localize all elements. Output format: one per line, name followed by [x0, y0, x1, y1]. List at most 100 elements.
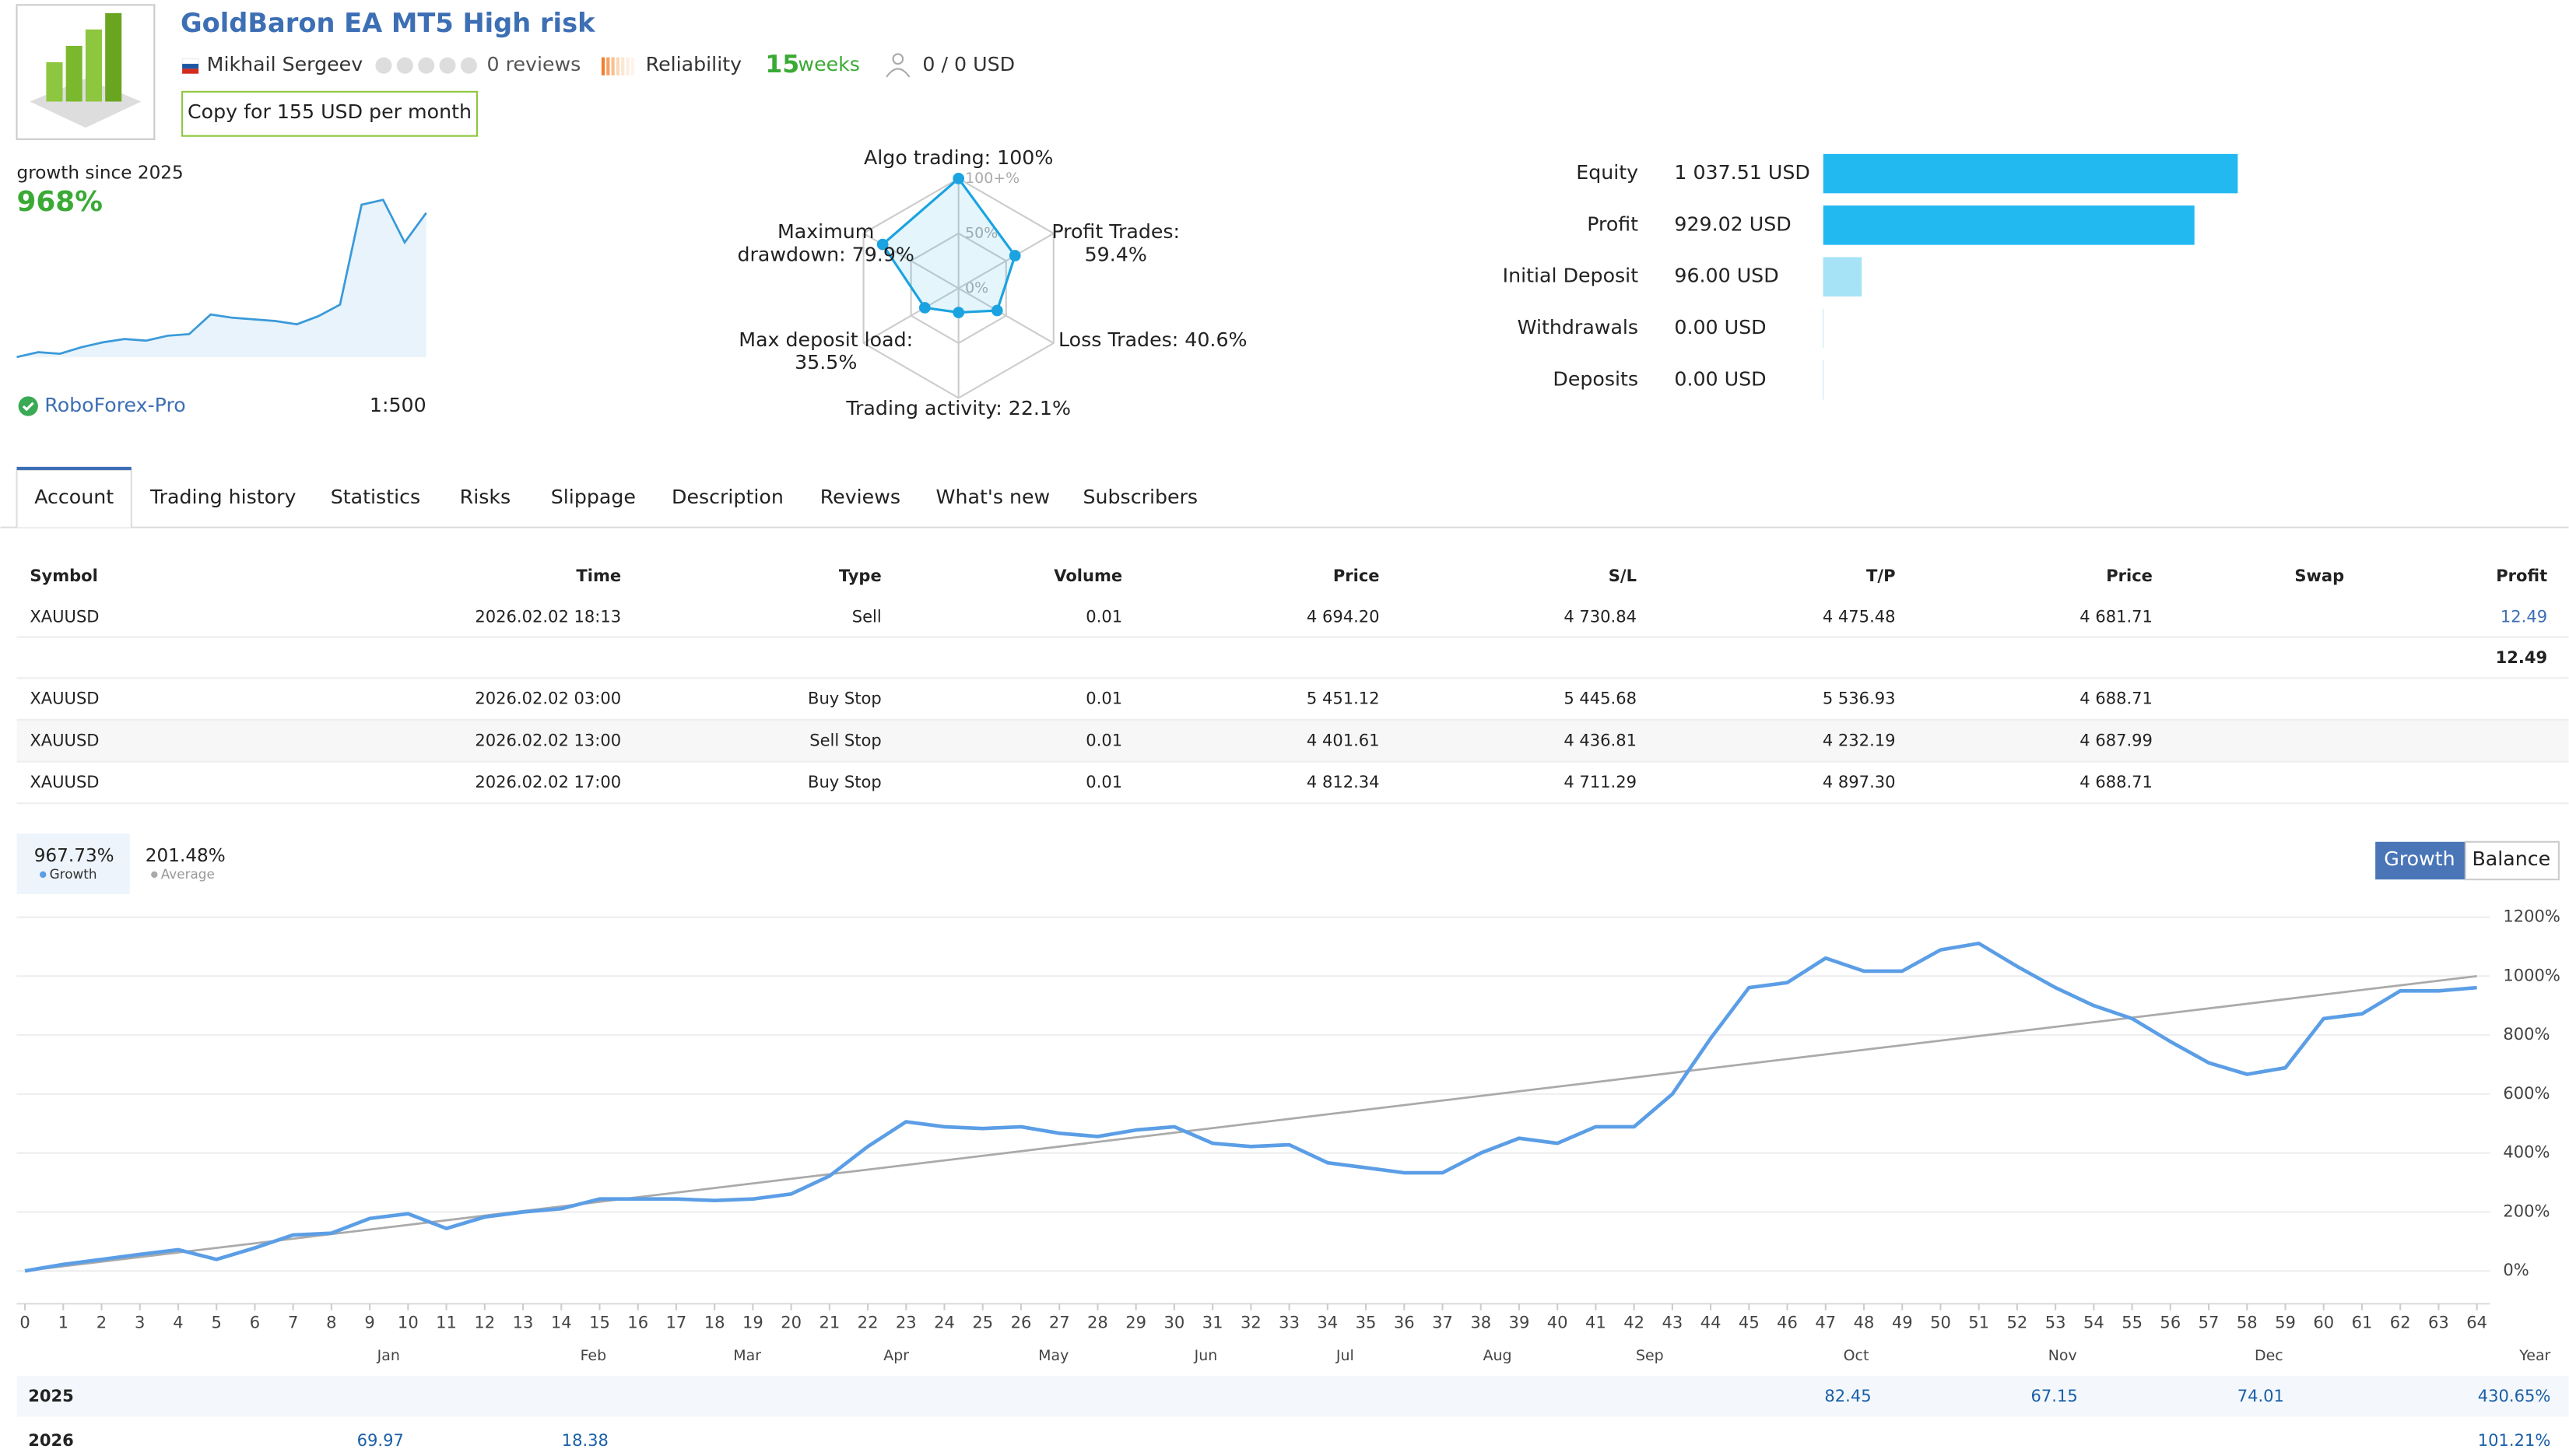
- x-tick-label: 35: [1356, 1313, 1377, 1332]
- column-header: Swap: [2294, 566, 2344, 585]
- x-tick-label: 45: [1739, 1313, 1760, 1332]
- broker[interactable]: RoboForex-Pro: [44, 394, 185, 416]
- y-tick-label: 1200%: [2503, 907, 2560, 926]
- x-tick-label: 41: [1585, 1313, 1606, 1332]
- cell: Sell Stop: [809, 730, 881, 749]
- leverage: 1:500: [370, 394, 426, 416]
- x-tick-label: 19: [742, 1313, 763, 1332]
- month-header: Oct: [1844, 1347, 1869, 1364]
- x-tick-label: 53: [2045, 1313, 2066, 1332]
- account-label: Deposits: [1553, 367, 1638, 390]
- rating-stars: [375, 57, 477, 74]
- summary-highlight: [16, 833, 130, 895]
- summary-dot: [39, 871, 47, 879]
- tab[interactable]: Description: [672, 486, 784, 508]
- x-tick-label: 4: [173, 1313, 183, 1332]
- tab[interactable]: Risks: [460, 486, 511, 508]
- account-label: Equity: [1576, 161, 1638, 184]
- month-header: Nov: [2048, 1347, 2077, 1364]
- x-tick-label: 32: [1241, 1313, 1262, 1332]
- cell: 4 475.48: [1823, 606, 1896, 626]
- tab[interactable]: Statistics: [331, 486, 420, 508]
- cell: XAUUSD: [30, 689, 99, 708]
- month-header: Mar: [733, 1347, 761, 1364]
- tab[interactable]: Subscribers: [1083, 486, 1198, 508]
- month-value: 430.65%: [2478, 1386, 2551, 1405]
- radar-label: 59.4%: [1085, 243, 1147, 265]
- y-tick-label: 1000%: [2503, 965, 2560, 984]
- tab[interactable]: What's new: [936, 486, 1051, 508]
- cell: 4 711.29: [1564, 772, 1637, 791]
- x-tick-label: 5: [211, 1313, 221, 1332]
- x-tick-label: 25: [972, 1313, 993, 1332]
- radar-spoke: [958, 232, 1055, 289]
- x-tick-label: 13: [513, 1313, 534, 1332]
- tab[interactable]: Trading history: [149, 486, 297, 508]
- month-header: Feb: [581, 1347, 607, 1364]
- column-header: Volume: [1054, 566, 1122, 585]
- row-bg: [16, 721, 2569, 762]
- radar-label: Trading activity: 22.1%: [845, 397, 1071, 419]
- account-label: Withdrawals: [1518, 316, 1639, 339]
- month-value: 18.38: [562, 1430, 609, 1450]
- x-tick-label: 11: [436, 1313, 457, 1332]
- x-tick-label: 44: [1700, 1313, 1721, 1332]
- x-tick-label: 36: [1394, 1313, 1415, 1332]
- copy-button-frame[interactable]: [181, 90, 478, 137]
- tab[interactable]: Account: [34, 486, 114, 508]
- radar-point: [876, 238, 889, 251]
- month-value: 67.15: [2031, 1386, 2078, 1405]
- title: GoldBaron EA MT5 High risk: [181, 8, 596, 38]
- account-value: 929.02 USD: [1674, 212, 1791, 235]
- cell: 0.01: [1086, 689, 1122, 708]
- tab[interactable]: Reviews: [820, 486, 900, 508]
- column-header: T/P: [1866, 566, 1895, 585]
- account-bar: [1823, 153, 2238, 194]
- radar-point: [1009, 250, 1021, 261]
- x-tick-label: 24: [934, 1313, 955, 1332]
- x-tick-label: 30: [1164, 1313, 1185, 1332]
- radar-tick-label: 100+%: [965, 170, 1020, 187]
- cell: 2026.02.02 13:00: [475, 730, 621, 749]
- x-tick-label: 59: [2275, 1313, 2296, 1332]
- growth-button-frame[interactable]: [2375, 841, 2465, 880]
- subscribers-icon: [886, 53, 911, 78]
- x-tick-label: 9: [364, 1313, 374, 1332]
- month-header: Aug: [1483, 1347, 1512, 1364]
- x-tick-label: 26: [1011, 1313, 1032, 1332]
- cell: 4 401.61: [1307, 730, 1380, 749]
- x-tick-label: 58: [2237, 1313, 2258, 1332]
- growth-button[interactable]: Growth: [2384, 847, 2455, 870]
- x-tick-label: 56: [2160, 1313, 2181, 1332]
- average-line: [24, 974, 2477, 1272]
- cell: 2026.02.02 18:13: [475, 606, 621, 626]
- radar-point: [953, 307, 965, 318]
- cell: 4 436.81: [1564, 730, 1637, 749]
- account-bar: [1823, 257, 1862, 296]
- tab[interactable]: Slippage: [551, 486, 636, 508]
- column-header: Type: [839, 566, 882, 585]
- copy-button[interactable]: Copy for 155 USD per month: [188, 100, 472, 123]
- account-value: 0.00 USD: [1674, 316, 1766, 339]
- month-value: 82.45: [1824, 1386, 1871, 1405]
- x-tick-label: 21: [819, 1313, 840, 1332]
- column-header: Symbol: [30, 566, 97, 585]
- cell: 4 694.20: [1307, 606, 1380, 626]
- radar-tick-label: 50%: [965, 224, 998, 241]
- cell: 4 730.84: [1564, 606, 1637, 626]
- annual-row-bg: [16, 1375, 2569, 1417]
- radar-label: 35.5%: [795, 351, 857, 374]
- balance-button[interactable]: Balance: [2472, 847, 2550, 870]
- balance-button-frame[interactable]: [2464, 840, 2560, 881]
- x-tick-label: 42: [1623, 1313, 1644, 1332]
- cell: 2026.02.02 17:00: [475, 772, 621, 791]
- x-tick-label: 51: [1968, 1313, 1989, 1332]
- reviews: 0 reviews: [487, 53, 581, 75]
- x-tick-label: 28: [1087, 1313, 1108, 1332]
- cell: XAUUSD: [30, 772, 99, 791]
- summary-label: Growth: [50, 866, 97, 882]
- x-tick-label: 48: [1854, 1313, 1875, 1332]
- cell: 2026.02.02 03:00: [475, 689, 621, 708]
- cell: 4 897.30: [1823, 772, 1896, 791]
